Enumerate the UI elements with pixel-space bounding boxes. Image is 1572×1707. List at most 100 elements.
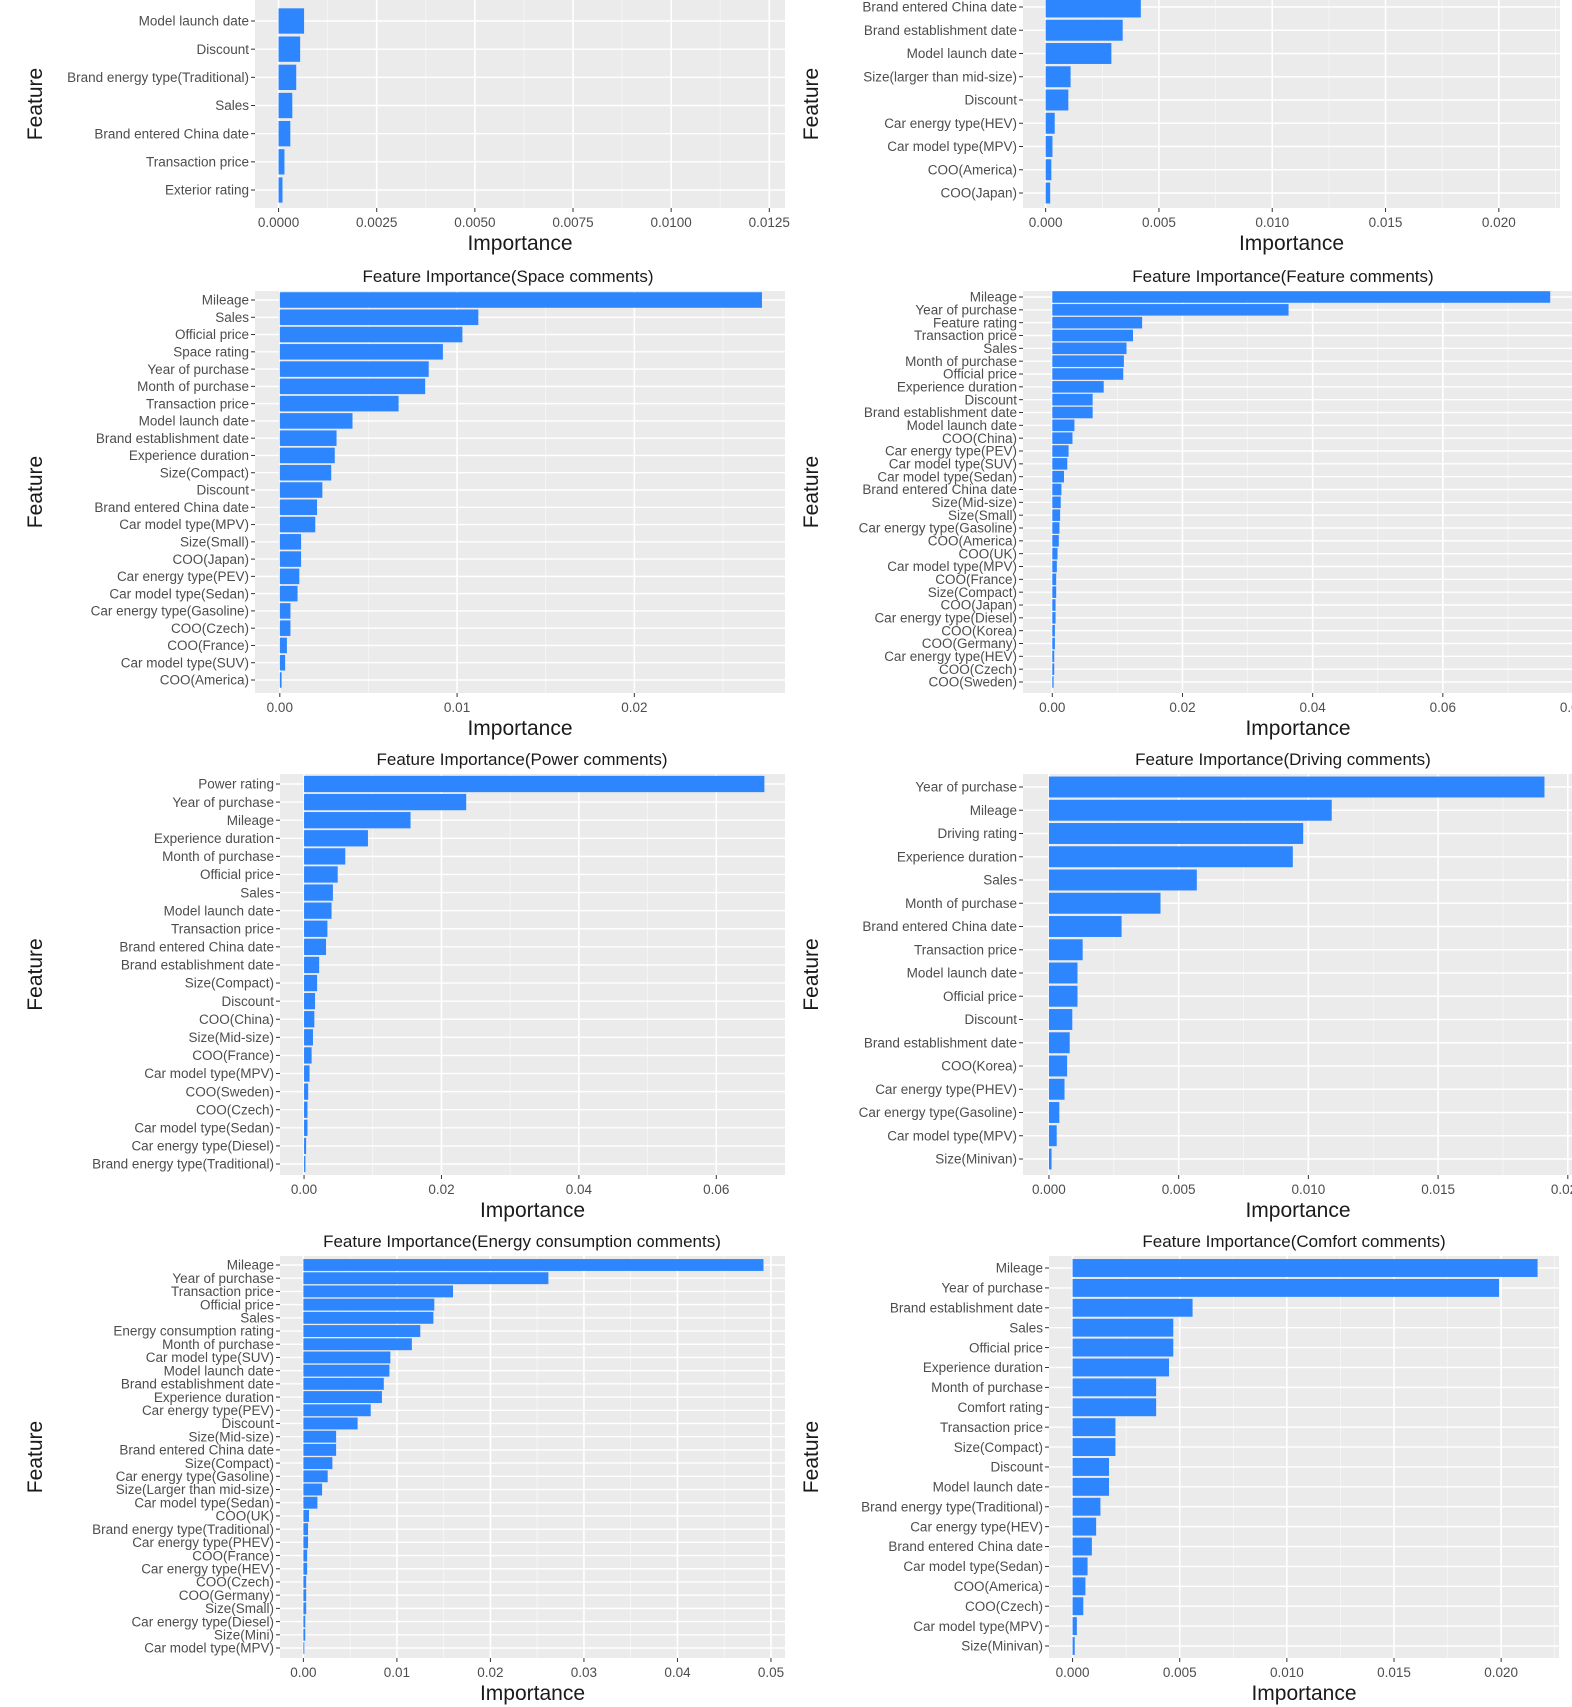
panel-4-bar <box>1052 393 1093 406</box>
panel-3-bar <box>279 499 318 516</box>
panel-3-bar <box>279 309 479 326</box>
panel-2-category-label: Brand establishment date <box>864 23 1017 38</box>
panel-3-category-label: Car model type(Sedan) <box>109 586 249 601</box>
panel-3-bar <box>279 413 353 429</box>
panel-6-bar <box>1048 799 1332 821</box>
panel-7-bar <box>303 1642 305 1654</box>
panel-7-bar <box>303 1364 390 1377</box>
panel-5-category-label: Brand energy type(Traditional) <box>92 1157 274 1172</box>
panel-7-category-label: Car model type(MPV) <box>144 1641 274 1656</box>
panel-5-category-label: Brand establishment date <box>121 958 274 973</box>
panel-6-bar <box>1048 939 1083 961</box>
panel-7-title: Feature Importance(Energy consumption co… <box>323 1232 721 1251</box>
panel-4-category-label: Brand entered China date <box>862 482 1017 497</box>
panel-4-x-tick-label: 0.08 <box>1560 700 1572 715</box>
panel-8-category-label: COO(America) <box>954 1579 1043 1594</box>
panel-4-bar <box>1052 650 1055 663</box>
panel-8-category-label: Brand establishment date <box>890 1300 1043 1315</box>
panel-3-category-label: Experience duration <box>129 448 249 463</box>
panel-6-bar <box>1048 1078 1065 1100</box>
panel-8-bar <box>1072 1259 1538 1277</box>
panel-8-bar <box>1072 1457 1109 1476</box>
panel-5-category-label: Car model type(Sedan) <box>134 1121 274 1136</box>
panel-4-bar <box>1052 676 1054 688</box>
panel-8-category-label: Official price <box>969 1340 1043 1355</box>
panel-7-category-label: Size(Mid-size) <box>188 1429 274 1444</box>
panel-5-bar <box>304 920 328 937</box>
panel-2-bar <box>1045 66 1071 88</box>
panel-6-bar <box>1048 869 1197 891</box>
panel-8-category-label: Year of purchase <box>941 1281 1043 1296</box>
panel-4-bar <box>1052 560 1057 573</box>
panel-2-bar <box>1045 89 1069 111</box>
panel-1-category-label: Transaction price <box>146 155 249 170</box>
panel-8-bar <box>1072 1278 1499 1297</box>
panel-7-category-label: COO(France) <box>192 1548 274 1563</box>
panel-3-category-label: Model launch date <box>139 414 249 429</box>
panel-4-bar <box>1052 547 1058 560</box>
panel-7-category-label: Sales <box>240 1311 274 1326</box>
panel-3-bar <box>279 292 762 308</box>
panel-7-bar <box>303 1615 306 1628</box>
panel-6-bar <box>1048 1055 1068 1077</box>
panel-5-category-label: Model launch date <box>164 903 274 918</box>
panel-1-bar <box>278 92 293 119</box>
panel-2-bar <box>1045 0 1141 18</box>
panel-2-x-tick-label: 0.005 <box>1142 215 1176 230</box>
panel-8-bar <box>1072 1497 1101 1516</box>
panel-4-category-label: COO(China) <box>942 431 1017 446</box>
panel-5-category-label: Month of purchase <box>162 849 274 864</box>
panel-4-category-label: COO(Japan) <box>940 598 1017 613</box>
panel-7-category-label: Brand establishment date <box>121 1377 274 1392</box>
panel-4-category-label: COO(France) <box>935 572 1017 587</box>
panel-2-bar <box>1045 182 1051 204</box>
panel-4-x-tick-label: 0.04 <box>1300 700 1327 715</box>
panel-3: Mileage Sales Official price Space rating Ye… <box>24 267 785 740</box>
panel-7-bar <box>303 1523 309 1536</box>
panel-1-bar <box>278 64 297 91</box>
panel-8-category-label: COO(Czech) <box>965 1599 1043 1614</box>
panel-7-bar <box>303 1589 307 1602</box>
panel-8-bar <box>1072 1438 1116 1457</box>
panel-4-category-label: Month of purchase <box>905 354 1017 369</box>
panel-3-category-label: Discount <box>196 483 249 498</box>
panel-5-category-label: Brand entered China date <box>119 940 274 955</box>
panel-8-x-tick-label: 0.000 <box>1056 1665 1090 1680</box>
panel-6-category-label: Mileage <box>970 803 1017 818</box>
panel-6-bar <box>1048 985 1078 1007</box>
panel-6-bar <box>1048 1032 1070 1054</box>
panel-2-bar <box>1045 136 1053 157</box>
panel-4-bar <box>1052 355 1124 367</box>
panel-6-category-label: Model launch date <box>907 966 1017 981</box>
panel-7-bar <box>303 1602 307 1615</box>
panel-5-category-label: Official price <box>200 867 274 882</box>
panel-4-x-axis-title: Importance <box>1245 717 1350 740</box>
panel-2-x-tick-label: 0.010 <box>1255 215 1289 230</box>
panel-3-x-tick-label: 0.01 <box>444 700 470 715</box>
panel-3-category-label: Sales <box>215 310 249 325</box>
panel-4-bar <box>1052 381 1104 393</box>
panel-6-category-label: Driving rating <box>937 826 1017 841</box>
panel-4-bar <box>1052 445 1069 457</box>
panel-6-category-label: Car model type(MPV) <box>887 1128 1017 1143</box>
panel-5-category-label: Transaction price <box>171 921 274 936</box>
panel-7-category-label: Brand entered China date <box>119 1443 274 1458</box>
panel-6-bar <box>1048 1102 1060 1123</box>
panel-4-bar <box>1052 624 1055 637</box>
panel-5-category-label: Sales <box>240 885 274 900</box>
panel-4-bar <box>1052 368 1124 380</box>
panel-2-bar <box>1045 159 1052 181</box>
panel-6-category-label: Brand establishment date <box>864 1035 1017 1050</box>
panel-5-x-tick-label: 0.02 <box>428 1182 454 1197</box>
panel-4-x-tick-label: 0.06 <box>1430 700 1456 715</box>
panel-6-category-label: Brand entered China date <box>862 919 1017 934</box>
panel-7-category-label: Energy consumption rating <box>113 1324 274 1339</box>
panel-6-x-tick-label: 0.020 <box>1551 1182 1572 1197</box>
panel-6-bar <box>1048 846 1293 868</box>
panel-5-bar <box>304 1119 308 1136</box>
panel-2-category-label: Discount <box>964 93 1017 108</box>
panel-6-bar <box>1048 962 1078 984</box>
panel-8-bar <box>1072 1418 1116 1437</box>
panel-4-bar <box>1052 637 1055 650</box>
panel-4-category-label: Size(Compact) <box>928 585 1017 600</box>
